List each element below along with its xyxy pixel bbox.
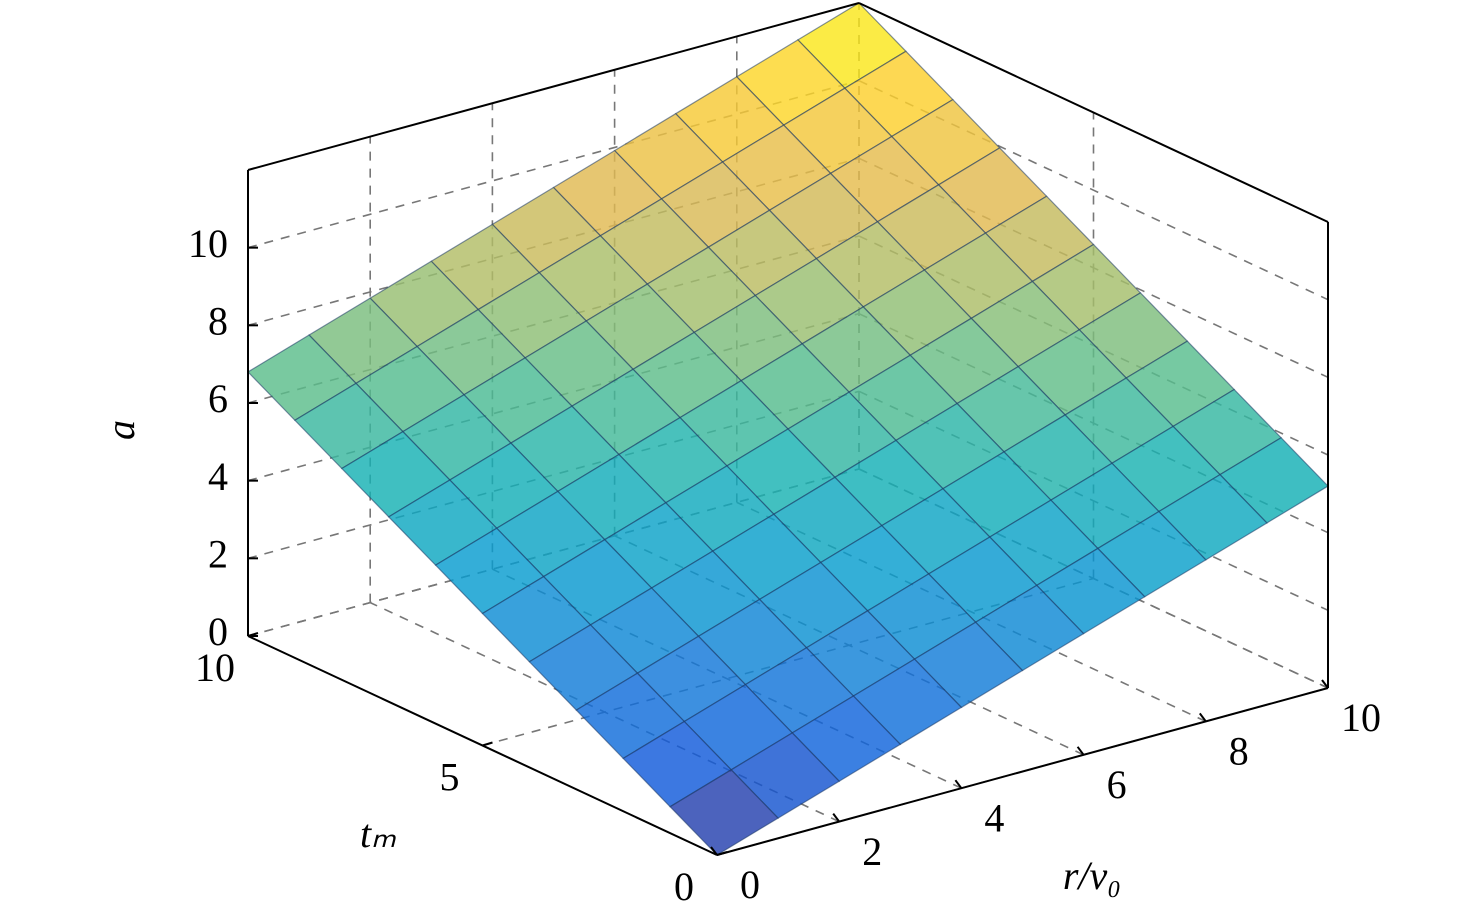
x-tick <box>1321 679 1329 689</box>
axis-edge <box>716 687 1329 856</box>
x-tick <box>1076 746 1085 756</box>
surface-patch <box>669 769 780 856</box>
z-axis-label: a <box>98 420 143 440</box>
x-tick <box>954 779 963 789</box>
y-tick-label: 10 <box>195 645 235 690</box>
z-tick-label: 0 <box>208 609 228 654</box>
y-tick <box>716 851 728 856</box>
x-tick <box>832 812 841 823</box>
y-tick-label: 5 <box>440 755 460 800</box>
axis-edge <box>247 2 860 171</box>
x-tick-label: 4 <box>984 795 1004 840</box>
y-axis-label: tₘ <box>360 811 396 856</box>
x-tick-label: 0 <box>740 862 760 907</box>
surface <box>247 2 1329 856</box>
z-tick-label: 4 <box>208 454 228 499</box>
x-tick <box>1199 712 1207 723</box>
z-tick-label: 2 <box>208 532 228 577</box>
x-tick-label: 2 <box>862 829 882 874</box>
y-tick <box>482 741 493 747</box>
z-tick-label: 6 <box>208 376 228 421</box>
y-tick <box>247 632 259 637</box>
x-tick-label: 8 <box>1229 729 1249 774</box>
x-axis-label: r/v₀ <box>1063 853 1121 898</box>
z-tick-label: 10 <box>188 221 228 266</box>
x-tick-label: 6 <box>1107 762 1127 807</box>
box <box>247 2 1329 856</box>
x-tick <box>710 846 718 856</box>
y-tick-label: 0 <box>674 864 694 909</box>
z-tick-label: 8 <box>208 299 228 344</box>
axis-edge <box>858 2 1329 223</box>
x-tick-label: 10 <box>1341 695 1381 740</box>
